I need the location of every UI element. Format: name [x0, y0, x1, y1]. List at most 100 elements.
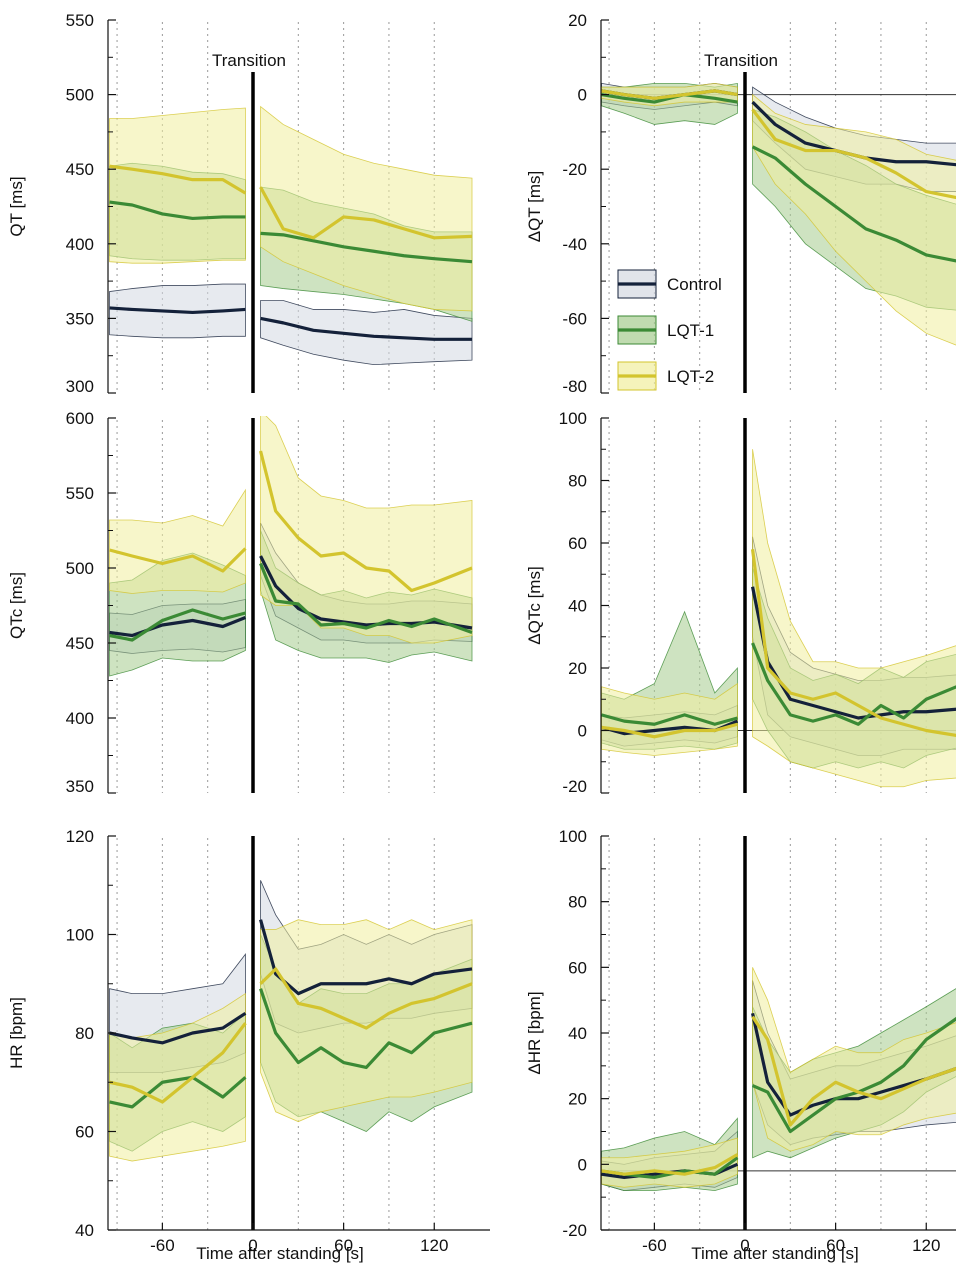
y-tick-label: 60: [75, 1123, 94, 1142]
band-lqt2-pre: [109, 488, 246, 594]
band-lqt2-post: [260, 919, 473, 1123]
y-tick-label: 450: [66, 160, 94, 179]
band-lqt2-post: [752, 967, 956, 1152]
x-tick-label: -60: [150, 1236, 175, 1255]
legend-item-lqt2: LQT-2: [617, 361, 714, 391]
panel-dQT: -80 -60 -40 -20 0 20 ΔQT [ms] Transition: [525, 11, 956, 396]
panel-QTc: 350 400 450 500 550 600 QTc [ms]: [7, 409, 473, 796]
x-tick-label: 60: [826, 1236, 845, 1255]
y-tick-label: 40: [568, 1024, 587, 1043]
x-axis-left: -60 0 60 120: [108, 1223, 490, 1255]
y-tick-label: -80: [562, 377, 587, 396]
line-lqt1-post: [260, 231, 473, 264]
y-tick-label: 0: [578, 86, 587, 105]
y-tick-label: 600: [66, 409, 94, 428]
legend-item-control: Control: [617, 269, 722, 299]
panel-dQTc: -20 0 20 40 60 80 100 ΔQTc [ms]: [525, 409, 956, 796]
x-tick-label: 120: [420, 1236, 448, 1255]
line-lqt2-pre: [109, 164, 247, 195]
y-axis-label: QTc [ms]: [7, 572, 26, 639]
band-lqt2-pre: [109, 107, 246, 264]
y-tick-label: 20: [568, 11, 587, 30]
y-tick-label: 20: [568, 659, 587, 678]
y-tick-label: -20: [562, 1221, 587, 1240]
y-tick-label: 400: [66, 235, 94, 254]
y-tick-label: 40: [568, 597, 587, 616]
y-tick-label: 100: [559, 827, 587, 846]
x-axis-label-left: Time after standing [s]: [196, 1244, 364, 1263]
x-axis-label-right: Time after standing [s]: [691, 1244, 859, 1263]
y-axis-label: ΔQT [ms]: [525, 171, 544, 243]
x-tick-label: 0: [248, 1236, 257, 1255]
panel-QT: 300 350 400 450 500 550 QT [ms] Transition: [7, 11, 473, 396]
band-lqt2-post: [752, 449, 956, 788]
line-lqt1-post: [259, 562, 473, 635]
y-tick-label: 60: [568, 958, 587, 977]
line-lqt2-pre: [601, 89, 738, 100]
line-lqt2-post: [259, 450, 473, 593]
line-lqt2-pre: [601, 722, 738, 739]
y-tick-label: 40: [75, 1221, 94, 1240]
y-axis-label: QT [ms]: [7, 176, 26, 236]
y-axis-label: HR [bpm]: [7, 997, 26, 1069]
y-tick-label: -20: [562, 777, 587, 796]
legend-label: Control: [667, 275, 722, 294]
line-lqt2-pre: [109, 547, 247, 573]
x-tick-label: 0: [740, 1236, 749, 1255]
x-tick-label: 60: [334, 1236, 353, 1255]
line-lqt1-pre: [109, 608, 246, 642]
line-lqt1-pre: [109, 1075, 247, 1109]
y-tick-label: 0: [578, 1155, 587, 1174]
y-tick-label: 550: [66, 484, 94, 503]
plot-area: [601, 967, 956, 1192]
y-tick-label: -20: [562, 160, 587, 179]
line-lqt1-post: [751, 1016, 956, 1134]
y-tick-label: 80: [568, 893, 587, 912]
y-tick-label: 300: [66, 377, 94, 396]
legend-label: LQT-2: [667, 367, 714, 386]
plot-area: [601, 82, 956, 346]
plot-area: [109, 105, 473, 366]
x-tick-label: 120: [912, 1236, 940, 1255]
line-lqt2-post: [259, 186, 473, 240]
panel-HR: 40 60 80 100 120 HR [bpm]: [7, 827, 473, 1240]
y-tick-label: 450: [66, 634, 94, 653]
plot-area: [601, 449, 956, 788]
x-axis-right: -60 0 60 120: [601, 1223, 956, 1255]
y-tick-label: -40: [562, 235, 587, 254]
y-axis-label: ΔHR [bpm]: [525, 991, 544, 1074]
band-lqt2-pre: [109, 992, 246, 1162]
line-lqt1-post: [751, 145, 956, 263]
line-control-pre: [109, 306, 246, 315]
y-tick-label: 120: [66, 827, 94, 846]
line-lqt2-post: [751, 1015, 956, 1127]
line-control-pre: [109, 1011, 247, 1045]
y-axis-label: ΔQTc [ms]: [525, 566, 544, 644]
line-lqt1-pre: [601, 713, 738, 726]
line-lqt2-pre: [601, 1153, 739, 1176]
panel-dHR: -20 0 20 40 60 80 100 ΔHR [bpm]: [525, 827, 956, 1240]
y-tick-label: 80: [568, 472, 587, 491]
y-tick-label: 80: [75, 1024, 94, 1043]
band-control-post: [260, 300, 473, 366]
line-lqt2-pre: [109, 1022, 247, 1104]
plot-area: [109, 880, 473, 1162]
x-tick-label: -60: [642, 1236, 667, 1255]
line-lqt2-post: [750, 549, 956, 738]
y-tick-label: 500: [66, 559, 94, 578]
line-lqt1-pre: [601, 92, 738, 104]
y-tick-label: 550: [66, 11, 94, 30]
line-lqt1-post: [259, 988, 473, 1070]
plot-area: [109, 416, 473, 677]
y-tick-label: 500: [66, 86, 94, 105]
legend-item-lqt1: LQT-1: [617, 315, 714, 345]
line-lqt1-pre: [109, 200, 246, 221]
y-tick-label: 100: [559, 409, 587, 428]
y-tick-label: 0: [578, 722, 587, 741]
line-control-pre: [109, 616, 247, 638]
legend-label: LQT-1: [667, 321, 714, 340]
y-tick-label: 350: [66, 309, 94, 328]
line-lqt2-post: [751, 108, 956, 200]
